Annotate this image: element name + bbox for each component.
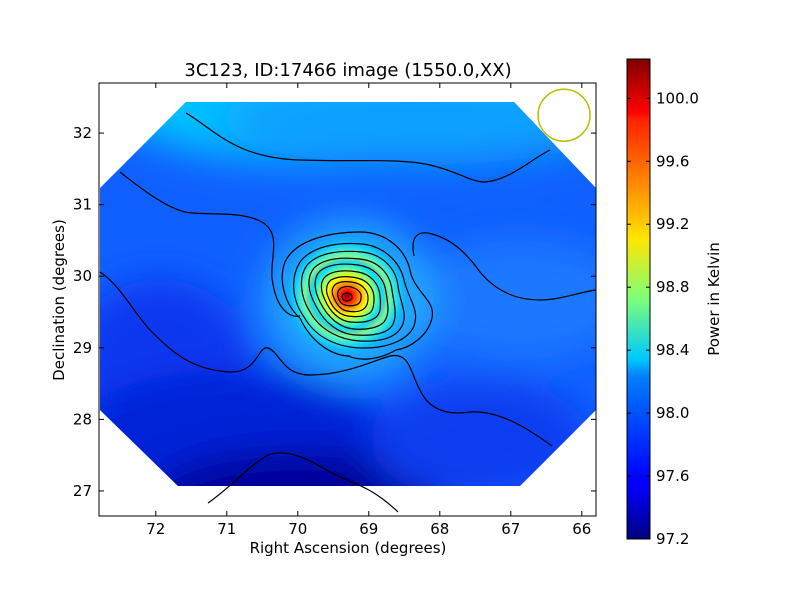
contour-line	[185, 112, 551, 183]
contour-line	[412, 232, 596, 301]
contour-line	[347, 349, 397, 360]
y-axis-label: Declination (degrees)	[50, 219, 68, 381]
axes-frame	[98, 82, 597, 517]
x-tick-label: 68	[430, 520, 449, 538]
colorbar-ticks: 97.2 97.6 98.0 98.4 98.8 99.2 99.6 100.0	[627, 89, 699, 548]
y-tick-label: 30	[73, 267, 92, 285]
contour-line	[119, 171, 301, 317]
contour-line	[337, 285, 362, 307]
y-tick-label: 27	[73, 482, 92, 500]
contour-line	[341, 292, 353, 302]
colorbar-tick-label: 99.6	[656, 152, 689, 170]
colorbar-tick-label: 98.0	[656, 404, 689, 422]
contour-lines	[99, 112, 596, 513]
y-tick-label: 29	[73, 339, 92, 357]
x-tick-label: 71	[217, 520, 236, 538]
contour-line	[314, 263, 389, 330]
contour-line	[207, 452, 399, 513]
colorbar: 97.2 97.6 98.0 98.4 98.8 99.2 99.6 100.0 Power …	[626, 58, 723, 548]
y-tick-label: 31	[73, 196, 92, 214]
x-tick-label: 70	[288, 520, 307, 538]
colorbar-tick-label: 97.2	[656, 530, 689, 548]
colorbar-gradient	[626, 58, 651, 540]
contour-line	[300, 250, 405, 342]
x-axis-label: Right Ascension (degrees)	[250, 539, 447, 557]
beam-marker	[537, 88, 591, 142]
colorbar-tick-label: 100.0	[656, 89, 699, 107]
contour-line	[99, 271, 553, 447]
colorbar-tick-label: 99.2	[656, 215, 689, 233]
contour-line	[308, 257, 396, 336]
sky-image	[99, 88, 596, 513]
contour-line	[293, 242, 417, 349]
contour-line	[320, 270, 382, 323]
contour-line	[281, 231, 434, 351]
colorbar-tick-label: 98.4	[656, 341, 689, 359]
y-tick-label: 28	[73, 410, 92, 428]
x-axis-ticks: 72 71 70 69 68 67 66	[146, 83, 591, 538]
y-axis-ticks: 27 28 29 30 31 32	[73, 124, 596, 500]
x-tick-label: 66	[572, 520, 591, 538]
colorbar-tick-label: 98.8	[656, 278, 689, 296]
x-tick-label: 67	[501, 520, 520, 538]
colorbar-label: Power in Kelvin	[705, 242, 723, 356]
contour-line	[325, 276, 375, 318]
chart-title: 3C123, ID:17466 image (1550.0,XX)	[184, 60, 511, 81]
x-tick-label: 72	[146, 520, 165, 538]
y-tick-label: 32	[73, 124, 92, 142]
colorbar-tick-label: 97.6	[656, 467, 689, 485]
contour-line	[299, 317, 351, 357]
x-tick-label: 69	[359, 520, 378, 538]
contour-line	[331, 281, 369, 313]
